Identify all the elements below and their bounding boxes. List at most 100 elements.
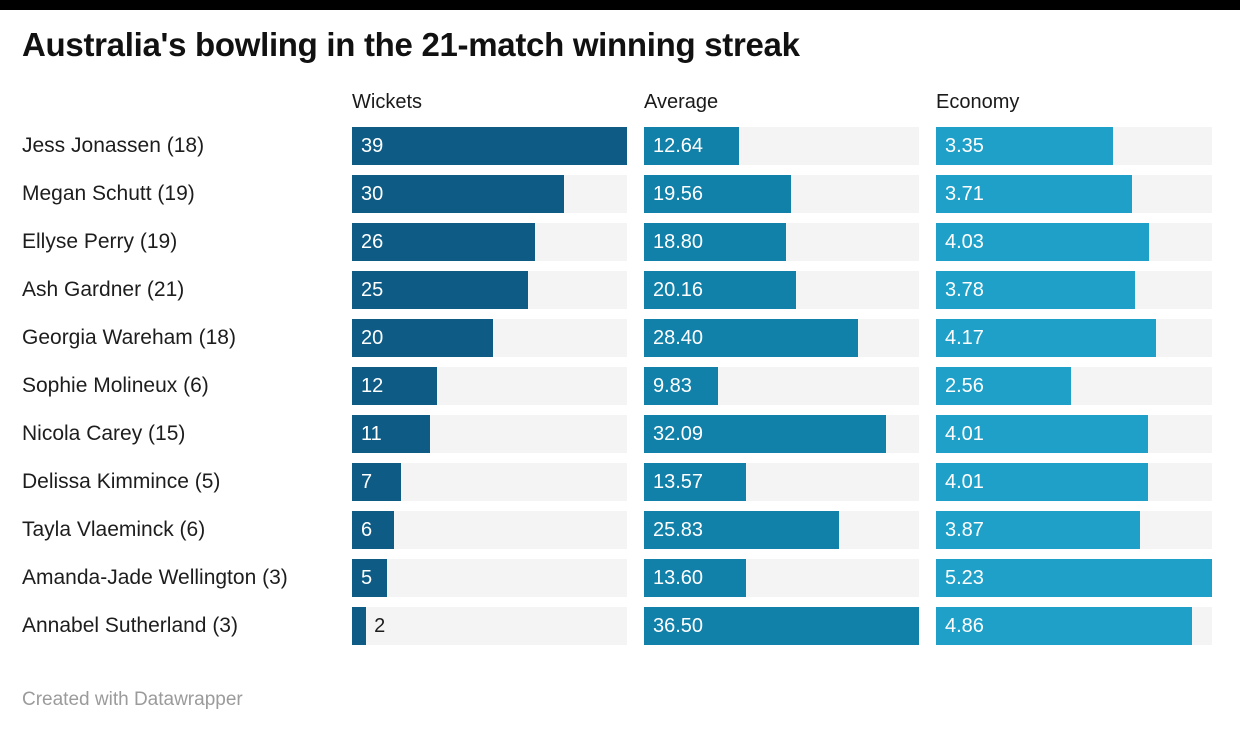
- bar: [936, 271, 1136, 309]
- bar-value-label: 30: [361, 183, 384, 205]
- bar-value-label: 4.01: [945, 423, 984, 445]
- bar-track: 12.64: [644, 127, 919, 165]
- bar-track: 4.86: [936, 607, 1212, 645]
- player-label: Delissa Kimmince (5): [22, 470, 221, 493]
- bar-track: 13.60: [644, 559, 919, 597]
- bar-value-label: 13.60: [653, 567, 704, 589]
- chart-row: Tayla Vlaeminck (6) 6 25.83 3.87: [0, 511, 1240, 549]
- bar-value-label: 32.09: [653, 423, 704, 445]
- chart-rows: Jess Jonassen (18) 39 12.64 3.35 Megan Schut…: [0, 127, 1240, 645]
- bar-track: 18.80: [644, 223, 919, 261]
- bar-track: 20: [352, 319, 627, 357]
- bar-value-label: 20.16: [653, 279, 704, 301]
- bar: [352, 175, 564, 213]
- bar-track: 19.56: [644, 175, 919, 213]
- bar-value-label: 2: [374, 615, 386, 637]
- bar-value-label: 12: [361, 375, 384, 397]
- bar: [936, 559, 1212, 597]
- bar-value-label: 4.01: [945, 471, 984, 493]
- bar: [352, 511, 395, 549]
- bar: [352, 607, 367, 645]
- bar: [936, 463, 1148, 501]
- bar-value-label: 4.17: [945, 327, 984, 349]
- bar: [352, 559, 388, 597]
- bar-value-label: 3.87: [945, 519, 984, 541]
- bar-track: 2: [352, 607, 627, 645]
- bar-track: 9.83: [644, 367, 919, 405]
- bar: [936, 367, 1072, 405]
- grouped-bar-chart: Wickets Average Economy Jess Jonassen (1…: [0, 91, 1240, 645]
- chart-row: Annabel Sutherland (3) 2 36.50 4.86: [0, 607, 1240, 645]
- bar-track: 11: [352, 415, 627, 453]
- player-label: Jess Jonassen (18): [22, 134, 205, 157]
- attribution: Created with Datawrapper: [22, 689, 243, 710]
- bar: [352, 271, 529, 309]
- bar-track: 4.01: [936, 463, 1212, 501]
- player-label: Tayla Vlaeminck (6): [22, 518, 206, 541]
- chart-row: Delissa Kimmince (5) 7 13.57 4.01: [0, 463, 1240, 501]
- bar-track: 26: [352, 223, 627, 261]
- bar-track: 12: [352, 367, 627, 405]
- player-label: Georgia Wareham (18): [22, 326, 236, 349]
- bar-value-label: 12.64: [653, 135, 704, 157]
- player-label: Ellyse Perry (19): [22, 230, 178, 253]
- bar-track: 32.09: [644, 415, 919, 453]
- bar: [936, 127, 1113, 165]
- bar-track: 2.56: [936, 367, 1212, 405]
- bar: [352, 127, 627, 165]
- bar: [644, 559, 747, 597]
- bar-value-label: 11: [361, 423, 382, 445]
- bar-track: 5: [352, 559, 627, 597]
- bar: [644, 319, 858, 357]
- bar-value-label: 3.71: [945, 183, 984, 205]
- bar-value-label: 5: [361, 567, 373, 589]
- bar: [936, 415, 1148, 453]
- bar: [644, 271, 796, 309]
- chart-row: Ash Gardner (21) 25 20.16 3.78: [0, 271, 1240, 309]
- bar-value-label: 39: [361, 135, 384, 157]
- bar-track: 30: [352, 175, 627, 213]
- column-header-economy: Economy: [936, 91, 1020, 113]
- bar-value-label: 36.50: [653, 615, 704, 637]
- chart-row: Jess Jonassen (18) 39 12.64 3.35: [0, 127, 1240, 165]
- player-label: Ash Gardner (21): [22, 278, 185, 301]
- bar-track: 7: [352, 463, 627, 501]
- bar: [644, 511, 839, 549]
- bar-value-label: 2.56: [945, 375, 984, 397]
- bar: [352, 319, 494, 357]
- bar-track: 28.40: [644, 319, 919, 357]
- bar-track: 3.35: [936, 127, 1212, 165]
- bar-value-label: 19.56: [653, 183, 704, 205]
- bar-track: 3.87: [936, 511, 1212, 549]
- bar-track: 20.16: [644, 271, 919, 309]
- bar: [352, 367, 437, 405]
- bar: [936, 607, 1193, 645]
- bar-value-label: 3.35: [945, 135, 984, 157]
- bar-value-label: 18.80: [653, 231, 704, 253]
- bar: [644, 415, 886, 453]
- bar-value-label: 4.86: [945, 615, 984, 637]
- bar-track: 6: [352, 511, 627, 549]
- bar: [644, 223, 786, 261]
- column-header-wickets: Wickets: [352, 91, 422, 113]
- bar-track: 4.03: [936, 223, 1212, 261]
- column-headers: Wickets Average Economy: [0, 91, 1240, 114]
- bar: [644, 127, 740, 165]
- bar-track: 3.71: [936, 175, 1212, 213]
- bar: [644, 463, 747, 501]
- bar-value-label: 25: [361, 279, 384, 301]
- chart-row: Sophie Molineux (6) 12 9.83 2.56: [0, 367, 1240, 405]
- player-label: Amanda-Jade Wellington (3): [22, 566, 288, 589]
- bar: [936, 511, 1141, 549]
- bar-track: 3.78: [936, 271, 1212, 309]
- player-label: Annabel Sutherland (3): [22, 614, 238, 637]
- bar: [644, 607, 919, 645]
- chart-title: Australia's bowling in the 21-match winn…: [22, 26, 800, 63]
- bar-value-label: 26: [361, 231, 384, 253]
- bar: [352, 415, 430, 453]
- bar-track: 25.83: [644, 511, 919, 549]
- chart-row: Megan Schutt (19) 30 19.56 3.71: [0, 175, 1240, 213]
- chart-canvas: Australia's bowling in the 21-match winn…: [0, 0, 1240, 710]
- chart-row: Georgia Wareham (18) 20 28.40 4.17: [0, 319, 1240, 357]
- bar: [644, 367, 719, 405]
